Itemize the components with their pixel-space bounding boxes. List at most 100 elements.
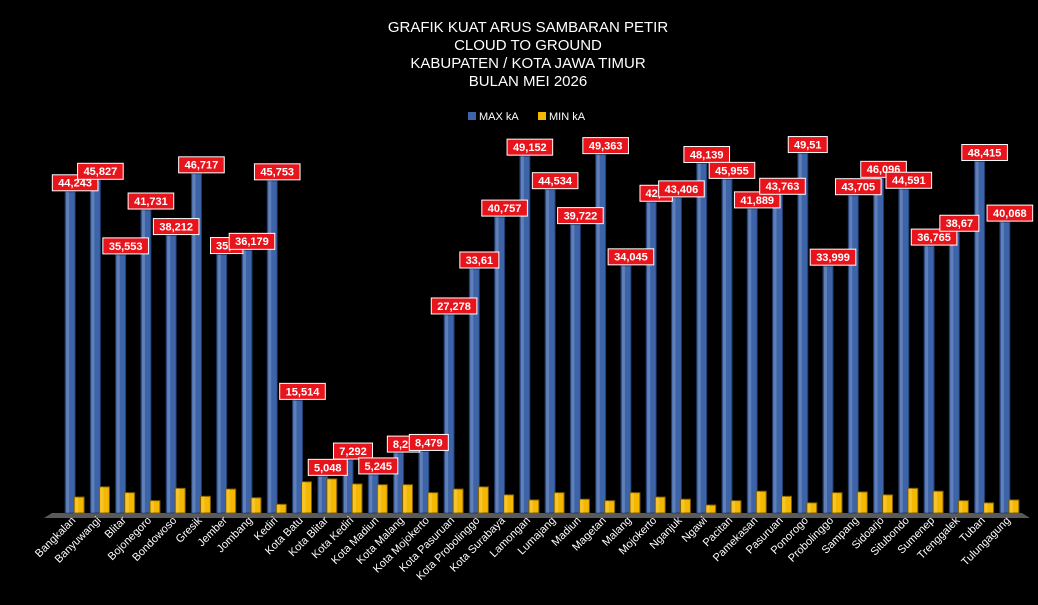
bar bbox=[645, 201, 657, 514]
bar-highlight bbox=[479, 486, 483, 513]
data-label-box bbox=[658, 180, 705, 198]
bar bbox=[64, 191, 76, 514]
bar bbox=[755, 490, 767, 514]
bar-highlight bbox=[242, 250, 246, 513]
bar bbox=[595, 154, 607, 514]
data-label-box bbox=[178, 156, 225, 174]
bar-highlight bbox=[277, 504, 281, 513]
chart-title: GRAFIK KUAT ARUS SAMBARAN PETIR bbox=[388, 19, 669, 36]
bar-highlight bbox=[141, 210, 145, 513]
bar bbox=[266, 180, 278, 514]
data-label-box bbox=[279, 382, 326, 400]
bar-highlight bbox=[167, 235, 171, 514]
bar bbox=[856, 491, 868, 514]
data-label: 40,757 bbox=[488, 203, 522, 215]
data-label: 40,068 bbox=[993, 208, 1027, 220]
bar-highlight bbox=[428, 492, 432, 513]
bar-highlight bbox=[445, 314, 449, 513]
bar-highlight bbox=[899, 189, 903, 513]
bar bbox=[199, 495, 211, 514]
bar-highlight bbox=[934, 491, 938, 513]
data-label-box bbox=[253, 163, 301, 181]
bar-highlight bbox=[66, 191, 70, 513]
bar bbox=[292, 399, 303, 514]
bar-highlight bbox=[748, 208, 752, 513]
data-label: 43,705 bbox=[841, 182, 875, 194]
bar-highlight bbox=[925, 246, 929, 513]
bar bbox=[427, 492, 439, 514]
bar bbox=[124, 492, 136, 514]
bar bbox=[569, 224, 581, 514]
bar bbox=[494, 216, 506, 514]
data-label-box bbox=[430, 297, 478, 315]
bar-highlight bbox=[470, 268, 474, 513]
bar bbox=[402, 484, 414, 514]
bar bbox=[275, 503, 287, 514]
bar bbox=[983, 502, 995, 514]
bar-highlight bbox=[571, 224, 575, 513]
data-label: 38,212 bbox=[159, 221, 193, 233]
bar bbox=[847, 195, 859, 514]
bar bbox=[468, 268, 480, 514]
data-label-box bbox=[531, 172, 579, 190]
chart-title: CLOUD TO GROUND bbox=[454, 37, 602, 54]
bar bbox=[604, 500, 616, 514]
data-label-box bbox=[708, 161, 756, 179]
bar bbox=[831, 492, 843, 514]
bar-highlight bbox=[419, 451, 423, 513]
data-label-box bbox=[506, 138, 554, 156]
data-label: 45,753 bbox=[260, 167, 294, 179]
bar-highlight bbox=[1000, 222, 1004, 513]
bar-highlight bbox=[369, 474, 373, 513]
bar bbox=[174, 487, 186, 514]
bar-highlight bbox=[251, 497, 255, 513]
bar-highlight bbox=[782, 496, 786, 513]
data-label: 49,51 bbox=[794, 139, 822, 151]
data-label-box bbox=[607, 248, 655, 266]
data-label: 5,245 bbox=[365, 461, 393, 473]
data-label-box bbox=[481, 199, 528, 217]
bar bbox=[974, 161, 986, 514]
bar bbox=[115, 254, 127, 514]
data-label: 39,722 bbox=[564, 211, 598, 223]
bar-highlight bbox=[858, 491, 862, 513]
bar-highlight bbox=[908, 488, 912, 513]
data-label-box bbox=[759, 177, 806, 195]
bar bbox=[923, 245, 935, 514]
data-label-box bbox=[733, 191, 781, 209]
bar bbox=[165, 235, 177, 514]
bar-highlight bbox=[217, 254, 221, 513]
bar-highlight bbox=[959, 500, 963, 513]
legend-swatch bbox=[468, 112, 476, 120]
data-label: 27,278 bbox=[437, 301, 471, 313]
data-label-box bbox=[582, 137, 629, 155]
bar-highlight bbox=[192, 173, 196, 513]
bar-highlight bbox=[950, 232, 954, 513]
bar-highlight bbox=[293, 400, 297, 513]
bar bbox=[149, 500, 161, 514]
bar-highlight bbox=[378, 484, 382, 513]
bar-highlight bbox=[327, 478, 331, 513]
bar bbox=[822, 265, 834, 514]
data-label-box bbox=[152, 218, 200, 236]
chart-title: KABUPATEN / KOTA JAWA TIMUR bbox=[410, 55, 645, 72]
bar bbox=[730, 500, 742, 514]
bar bbox=[806, 502, 818, 514]
bar bbox=[781, 495, 792, 514]
data-label-box bbox=[557, 207, 604, 225]
bar-highlight bbox=[681, 499, 685, 513]
chart-title: BULAN MEI 2026 bbox=[469, 73, 587, 90]
bar-highlight bbox=[504, 494, 508, 513]
bar-highlight bbox=[1009, 499, 1013, 513]
bar-highlight bbox=[125, 492, 129, 513]
bar bbox=[418, 450, 430, 514]
bar-highlight bbox=[605, 500, 609, 513]
bar bbox=[73, 496, 85, 514]
data-label-box bbox=[787, 136, 828, 154]
bar-highlight bbox=[630, 492, 634, 513]
bar-highlight bbox=[495, 217, 499, 513]
bar-highlight bbox=[226, 489, 230, 513]
bar bbox=[907, 487, 919, 514]
data-label: 44,591 bbox=[892, 175, 926, 187]
